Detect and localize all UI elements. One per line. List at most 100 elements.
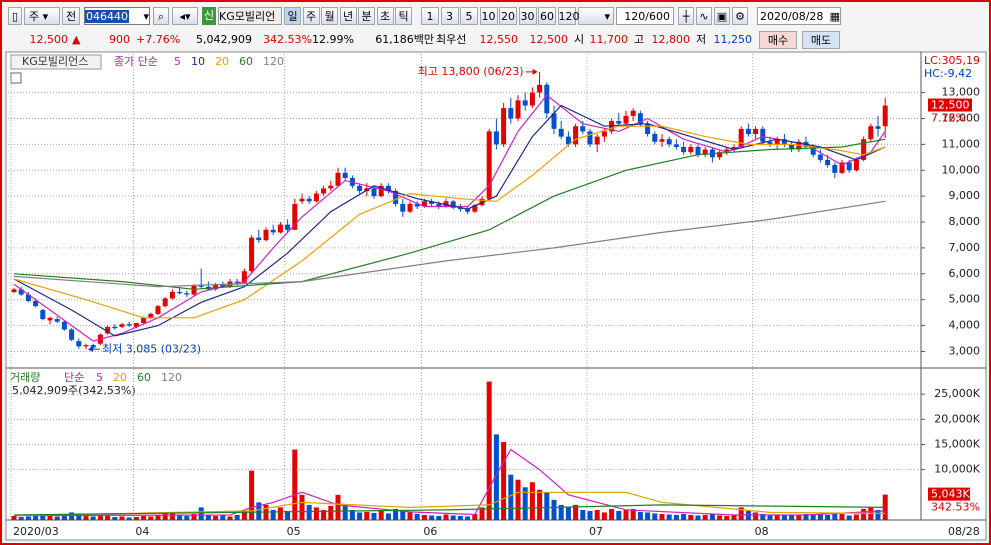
- amount: 61,186백만: [375, 33, 434, 46]
- volume-bar: [767, 514, 773, 520]
- volume-bar: [601, 512, 607, 520]
- volume-moving-average: [13, 491, 886, 517]
- volume-bar: [544, 492, 550, 520]
- period-button[interactable]: 20: [499, 7, 517, 25]
- search-button[interactable]: ⌕: [153, 7, 169, 25]
- volume-bar: [213, 515, 219, 520]
- last-volume-box: [928, 487, 970, 501]
- volume-bar: [61, 515, 67, 520]
- volume-bar: [724, 515, 730, 520]
- code-input[interactable]: 046440 ▾: [84, 7, 150, 25]
- period-button[interactable]: 일: [284, 7, 301, 25]
- volume-bar: [580, 509, 586, 520]
- stock-name: KG모빌리언: [218, 7, 282, 25]
- volume-bar: [436, 515, 442, 520]
- volume-bar: [493, 434, 499, 520]
- period-button[interactable]: 초: [376, 7, 394, 25]
- price-arrow: ▲: [72, 33, 81, 46]
- candle-body: [11, 289, 17, 292]
- period-button[interactable]: 년: [339, 7, 357, 25]
- open-label: 시: [574, 33, 585, 46]
- period-button[interactable]: 10: [479, 7, 498, 25]
- volume-bar: [443, 514, 449, 520]
- volume-bar: [688, 514, 694, 520]
- last-rate-label: 7.76%: [931, 112, 966, 125]
- period-button[interactable]: 60: [538, 7, 556, 25]
- symbol-legend: KG모빌리언스: [22, 55, 88, 68]
- volume-bar: [33, 515, 39, 520]
- candle-body: [436, 203, 442, 207]
- date-input[interactable]: 2020/08/28 ▦: [757, 7, 841, 25]
- period-button[interactable]: 30: [518, 7, 537, 25]
- period-button[interactable]: 1: [421, 7, 439, 25]
- candle-body: [745, 128, 751, 135]
- candle-body: [277, 224, 283, 233]
- volume-bar: [673, 514, 679, 520]
- period-button[interactable]: 120: [557, 7, 580, 25]
- last-price-box: [928, 98, 972, 112]
- volume-bar: [256, 502, 262, 520]
- market-select[interactable]: 주 ▾: [24, 7, 60, 25]
- tool-icon-2[interactable]: ∿: [696, 7, 712, 25]
- sound-button[interactable]: ◂▾: [172, 7, 198, 25]
- candle-body: [40, 310, 46, 320]
- count-input[interactable]: 120/600: [616, 7, 674, 25]
- volume-bar: [551, 499, 557, 520]
- volume-bar: [681, 513, 687, 520]
- volume-bar: [11, 515, 17, 520]
- candle-body: [421, 201, 427, 207]
- ma-legend: 60: [239, 55, 253, 68]
- candle-body: [753, 128, 759, 135]
- turnover: 12.99%: [312, 33, 354, 46]
- tool-icon-3[interactable]: ▣: [714, 7, 730, 25]
- volume-bar: [321, 509, 327, 520]
- pane-toggle[interactable]: [10, 72, 22, 84]
- last-volume-rate: 342.53%: [931, 501, 980, 514]
- y-tick-label: 11,000: [942, 137, 981, 150]
- volume-bar: [587, 510, 593, 520]
- candle-body: [825, 159, 831, 166]
- volume-bar: [97, 514, 103, 520]
- volume-bar: [760, 513, 766, 520]
- volume-ma-legend-label: 단순: [64, 371, 84, 384]
- candle-body: [457, 207, 463, 210]
- best-label: 최우선: [436, 33, 467, 46]
- period-button[interactable]: 3: [440, 7, 459, 25]
- candle-body: [357, 185, 363, 191]
- volume-bar: [781, 514, 787, 520]
- period-button[interactable]: 5: [460, 7, 478, 25]
- volume-bar: [393, 508, 399, 520]
- period-button[interactable]: 분: [358, 7, 375, 25]
- low-arrowhead: [88, 346, 93, 353]
- settings-icon[interactable]: ⚙: [732, 7, 748, 25]
- buy-button[interactable]: 매수: [759, 31, 797, 49]
- volume-bar: [385, 513, 391, 520]
- volume-bar: [285, 510, 291, 520]
- volume-bar: [522, 487, 528, 520]
- candle-body: [551, 113, 557, 129]
- volume-bar: [69, 512, 75, 520]
- candle-body: [234, 281, 240, 283]
- volume-bar: [486, 381, 492, 520]
- candle-body: [220, 284, 226, 287]
- candle-body: [731, 146, 737, 150]
- volume-moving-average: [13, 504, 886, 516]
- menu-icon[interactable]: ▯: [8, 7, 22, 25]
- candle-body: [472, 205, 478, 212]
- interval-select[interactable]: ▾: [578, 7, 614, 25]
- period-button[interactable]: 주: [302, 7, 320, 25]
- candle-body: [868, 126, 874, 140]
- moving-average: [13, 94, 886, 342]
- period-button[interactable]: 틱: [395, 7, 412, 25]
- period-button[interactable]: 월: [321, 7, 338, 25]
- tool-icon-1[interactable]: ┼: [678, 7, 694, 25]
- volume-bar: [774, 514, 780, 520]
- all-button[interactable]: 전: [62, 7, 80, 25]
- candle-body: [335, 172, 341, 186]
- candle-body: [702, 149, 708, 155]
- sell-button[interactable]: 매도: [802, 31, 840, 49]
- candle-body: [18, 289, 24, 295]
- candle-body: [587, 131, 593, 145]
- open: 11,700: [589, 33, 629, 46]
